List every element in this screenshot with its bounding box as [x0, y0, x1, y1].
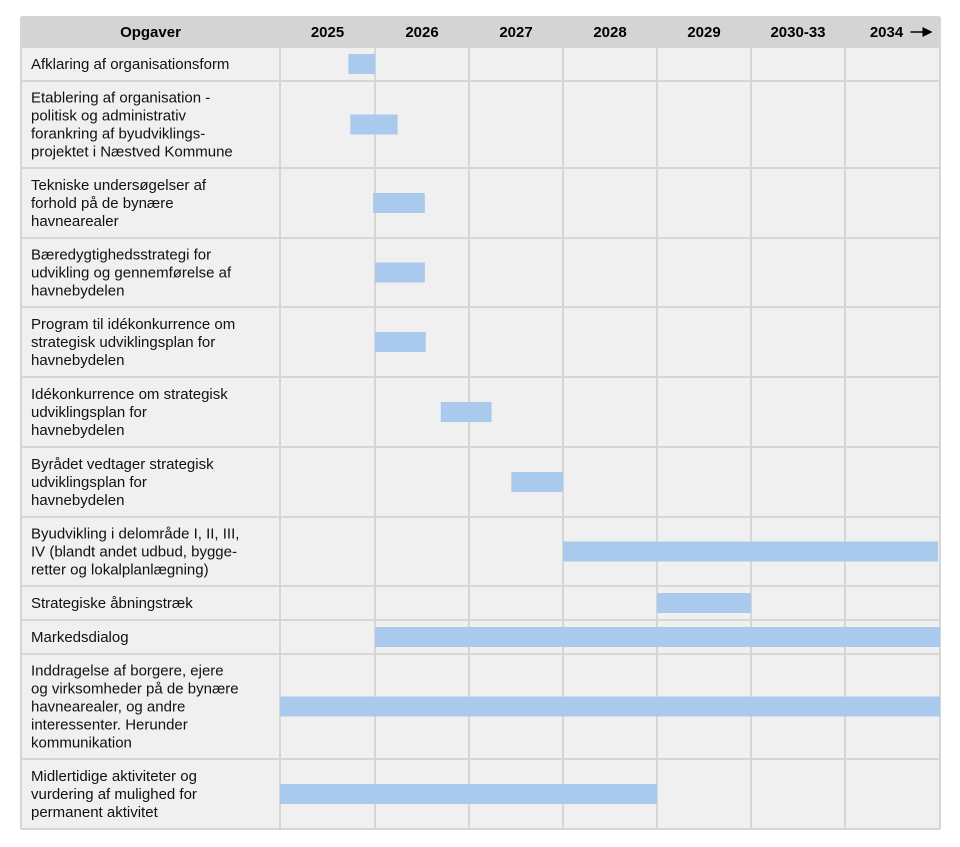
gantt-bar: [440, 402, 492, 422]
task-label: havnearealer: [31, 213, 119, 230]
task-label: kommunikation: [31, 735, 132, 752]
task-label: Byrådet vedtager strategisk: [31, 456, 214, 473]
task-label: Markedsdialog: [31, 629, 129, 646]
task-label: Etablering af organisation -: [31, 90, 210, 107]
task-label: Midlertidige aktiviteter og: [31, 768, 197, 785]
task-label: Bæredygtighedsstrategi for: [31, 247, 211, 264]
task-label: interessenter. Herunder: [31, 717, 188, 734]
gantt-bar: [348, 54, 375, 74]
task-label: permanent aktivitet: [31, 804, 159, 821]
gantt-bar: [563, 541, 939, 562]
task-label: forhold på de bynære: [31, 195, 174, 212]
gantt-bar: [375, 332, 426, 352]
gantt-bar: [657, 593, 751, 613]
gantt-bar: [375, 627, 940, 647]
task-label: IV (blandt andet udbud, bygge-: [31, 544, 237, 561]
task-label: vurdering af mulighed for: [31, 786, 197, 803]
task-label: Afklaring af organisationsform: [31, 56, 229, 73]
header-period: 2026: [405, 24, 438, 41]
task-label: Byudvikling i delområde I, II, III,: [31, 526, 239, 543]
gantt-bar: [280, 696, 940, 717]
gantt-bar: [373, 193, 425, 213]
task-label: strategisk udviklingsplan for: [31, 334, 215, 351]
header-period: 2028: [593, 24, 626, 41]
task-label: Strategiske åbningstræk: [31, 595, 193, 612]
task-label: Tekniske undersøgelser af: [31, 177, 207, 194]
task-label: havnearealer, og andre: [31, 699, 185, 716]
task-label: forankring af byudviklings-: [31, 126, 205, 143]
header-period: 2029: [687, 24, 720, 41]
task-label: havnebydelen: [31, 422, 124, 439]
task-label: politisk og administrativ: [31, 108, 187, 125]
task-label: udvikling og gennemførelse af: [31, 265, 232, 282]
header-task-column: Opgaver: [120, 24, 181, 41]
header-period: 2034: [870, 24, 904, 41]
header-background: [21, 17, 940, 47]
header-period: 2027: [499, 24, 532, 41]
arrow-right-icon-head: [922, 27, 933, 37]
gantt-bar: [350, 114, 398, 135]
task-label: udviklingsplan for: [31, 404, 147, 421]
gantt-bar: [280, 784, 657, 804]
task-label: havnebydelen: [31, 492, 124, 509]
header-period: 2025: [311, 24, 344, 41]
header-period: 2030-33: [770, 24, 825, 41]
task-label: udviklingsplan for: [31, 474, 147, 491]
gantt-bar: [511, 472, 563, 492]
gantt-bar: [375, 262, 425, 283]
task-label: retter og lokalplanlægning): [31, 562, 209, 579]
task-label: havnebydelen: [31, 283, 124, 300]
task-label: Program til idékonkurrence om: [31, 316, 235, 333]
task-label: projektet i Næstved Kommune: [31, 144, 233, 161]
task-label: Inddragelse af borgere, ejere: [31, 663, 224, 680]
task-label: havnebydelen: [31, 352, 124, 369]
task-label: og virksomheder på de bynære: [31, 681, 239, 698]
task-label: Idékonkurrence om strategisk: [31, 386, 228, 403]
